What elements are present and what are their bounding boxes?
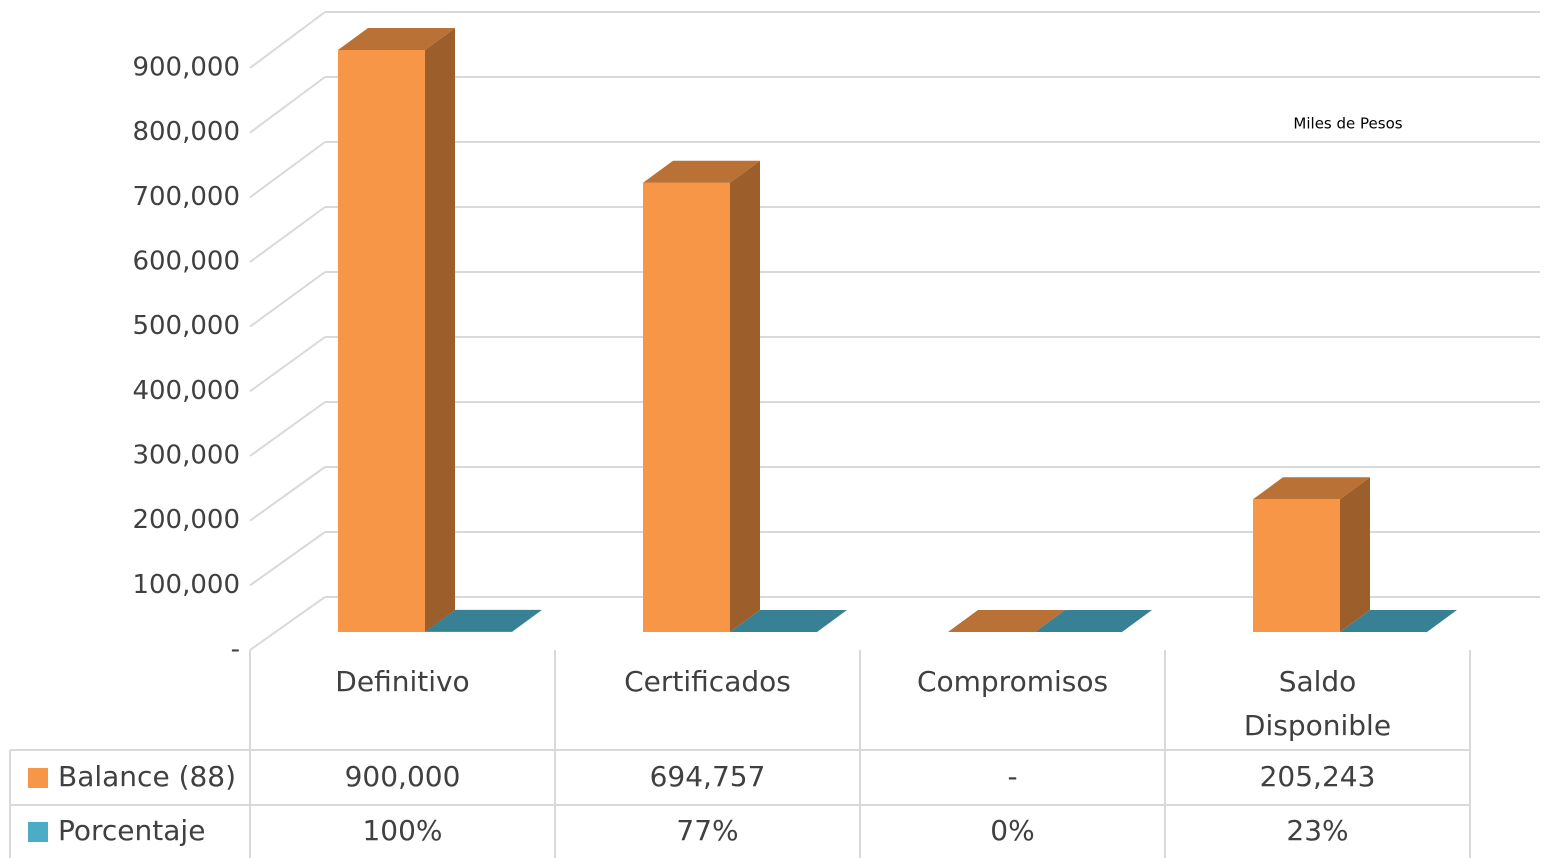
bar [338,28,455,632]
bar-face [425,28,455,632]
data-label: 205,243 [1260,760,1376,793]
y-tick-label: 900,000 [132,53,240,83]
grid-line [249,76,326,134]
bar-face [1253,477,1370,500]
x-tick-label: Compromisos [916,665,1109,698]
bar [425,609,542,632]
grid-line [249,401,326,457]
bar [1340,609,1457,632]
grid-line [249,206,326,263]
bar-face [643,182,730,632]
grid-line [249,336,326,393]
legend-label: Porcentaje [58,814,205,847]
bar-face [425,609,542,632]
x-tick-label: Certificados [624,665,791,698]
bar [948,610,1065,632]
bar-face [730,609,847,632]
data-label: - [1007,760,1017,793]
y-tick-label: 200,000 [132,505,240,535]
y-tick-label: 700,000 [132,182,240,212]
legend-key [28,822,48,842]
bar-face [1253,499,1340,632]
annotation: Miles de Pesos [1293,115,1402,133]
bar [1253,477,1370,632]
data-label: 900,000 [345,760,461,793]
bar-face [643,160,760,183]
data-label: 0% [990,814,1034,847]
data-label: 77% [676,814,738,847]
y-tick-label: 800,000 [132,117,240,147]
grid-line [249,596,326,651]
y-tick-label: 600,000 [132,247,240,277]
y-tick-label: 100,000 [132,570,240,600]
bar [1035,610,1152,632]
data-label: 100% [362,814,442,847]
grid-line [249,531,326,587]
bar-face [338,50,425,632]
x-tick-label: Definitivo [335,665,470,698]
grid-line [249,466,326,522]
legend-label: Balance (88) [58,760,236,793]
bar [730,609,847,632]
grid-line [249,141,326,199]
y-tick-label: - [231,635,240,665]
legend-key [28,768,48,788]
y-tick-label: 400,000 [132,376,240,406]
y-tick-label: 300,000 [132,441,240,471]
data-label: 694,757 [650,760,766,793]
x-tick-label: Saldo Disponible [1243,665,1392,742]
bar-face [1035,610,1152,632]
bar-face [1340,609,1457,632]
bar [643,160,760,632]
bar-face [730,160,760,632]
data-label: 23% [1286,814,1348,847]
bar-face [338,28,455,50]
bar-face [1340,477,1370,632]
y-tick-label: 500,000 [132,311,240,341]
grid-line [249,11,326,69]
grid-line [249,271,326,328]
bar-face [948,610,1065,632]
